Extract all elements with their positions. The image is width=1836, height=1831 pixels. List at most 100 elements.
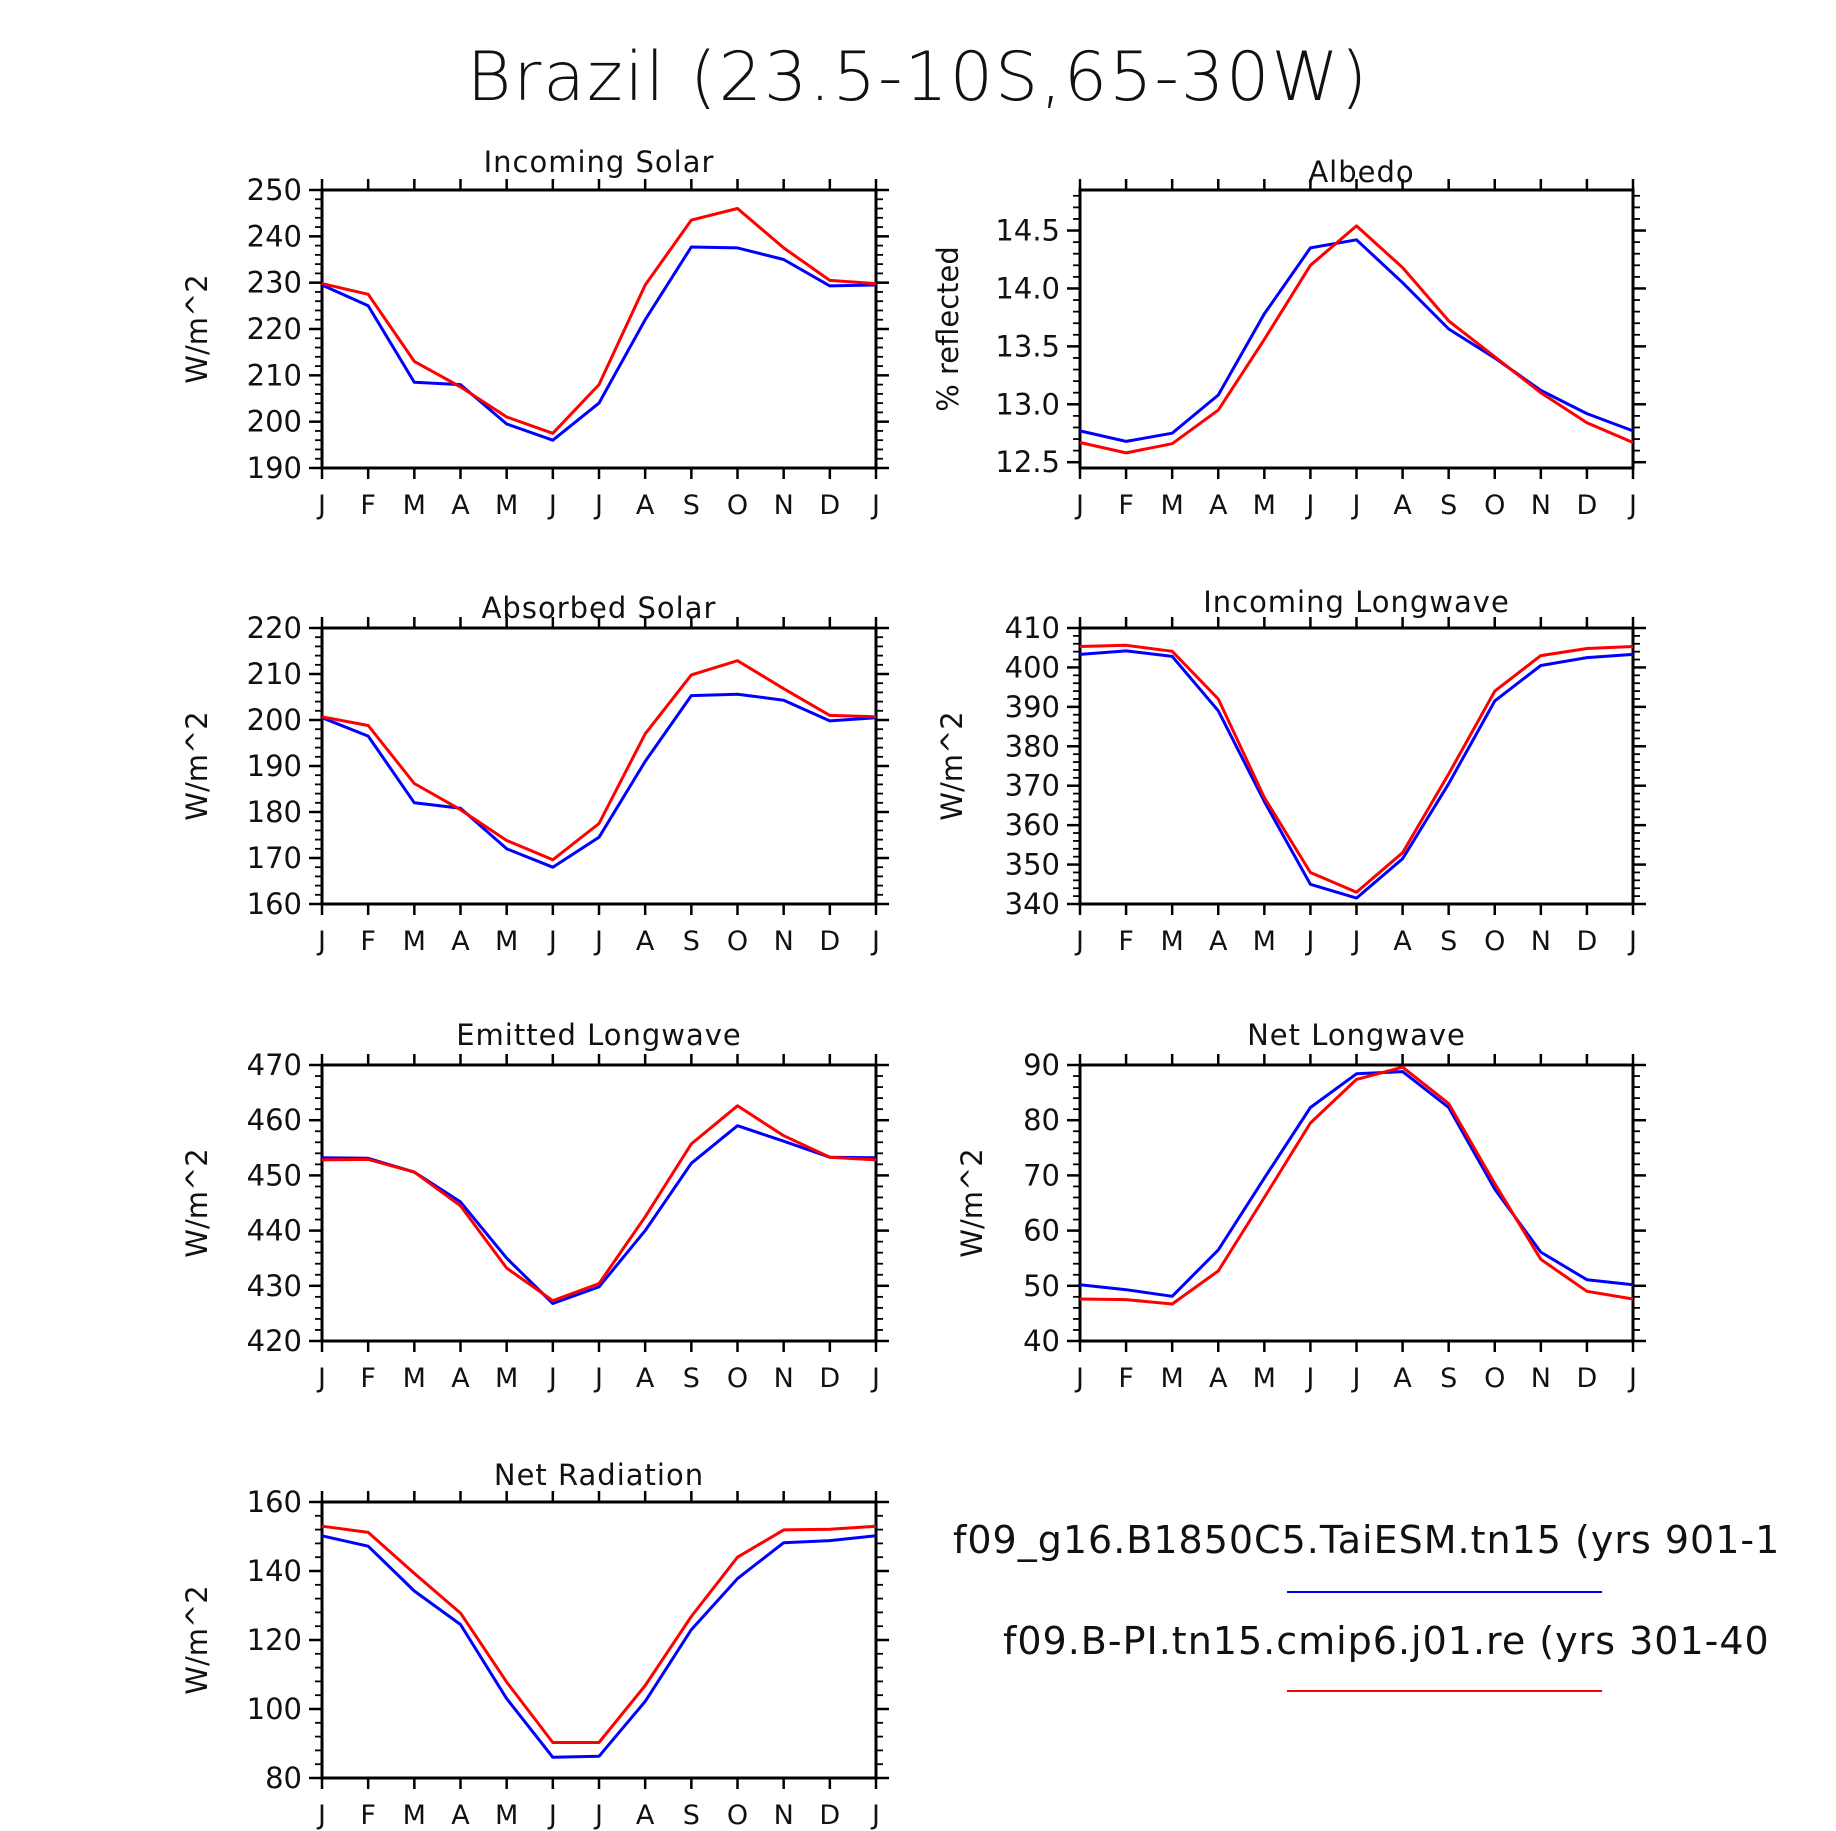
series-line-case2 xyxy=(321,207,877,435)
x-tick-label: J xyxy=(316,490,326,521)
y-tick-label: 200 xyxy=(247,703,302,737)
y-tick-label: 220 xyxy=(247,312,302,346)
series-line-case1 xyxy=(1079,1070,1634,1298)
x-tick-label: F xyxy=(360,490,376,521)
y-tick-label: 13.5 xyxy=(995,329,1060,363)
x-tick-label: M xyxy=(403,1800,426,1831)
plot-frame xyxy=(320,1063,878,1343)
y-tick-label: 430 xyxy=(247,1269,302,1303)
page-title: Brazil (23.5-10S,65-30W) xyxy=(466,38,1370,117)
x-tick-label: S xyxy=(683,1363,700,1394)
x-tick-label: J xyxy=(870,1800,880,1831)
series-line-case2 xyxy=(1079,224,1634,455)
x-tick-label: M xyxy=(495,490,518,521)
x-tick-label: M xyxy=(495,926,518,957)
y-axis-label: W/m^2 xyxy=(180,711,214,820)
x-tick-label: O xyxy=(727,1800,748,1831)
x-tick-label: S xyxy=(683,1800,700,1831)
y-tick-label: 60 xyxy=(1023,1214,1060,1248)
x-tick-label: J xyxy=(593,926,603,957)
x-tick-label: A xyxy=(636,490,655,521)
x-tick-label: M xyxy=(1253,490,1276,521)
y-tick-label: 250 xyxy=(247,173,302,207)
y-tick-label: 80 xyxy=(265,1761,302,1795)
x-tick-label: J xyxy=(1304,490,1314,521)
y-tick-label: 350 xyxy=(1005,848,1060,882)
y-tick-label: 340 xyxy=(1005,887,1060,921)
y-tick-label: 180 xyxy=(247,795,302,829)
series-line-case1 xyxy=(321,245,877,442)
y-axis-label: % reflected xyxy=(931,246,965,412)
y-axis-label: W/m^2 xyxy=(180,1585,214,1694)
x-tick-label: J xyxy=(1627,926,1637,957)
x-tick-label: O xyxy=(1484,1363,1505,1394)
series-line-case1 xyxy=(321,1124,877,1305)
x-tick-label: N xyxy=(1531,1363,1551,1394)
x-tick-label: M xyxy=(495,1363,518,1394)
y-tick-label: 360 xyxy=(1005,808,1060,842)
x-tick-label: A xyxy=(1393,1363,1412,1394)
x-tick-label: F xyxy=(1118,1363,1134,1394)
x-tick-label: A xyxy=(636,1800,655,1831)
panel-title: Net Radiation xyxy=(494,1458,704,1492)
x-tick-label: M xyxy=(403,1363,426,1394)
x-tick-label: F xyxy=(1118,926,1134,957)
y-tick-label: 170 xyxy=(247,841,302,875)
x-tick-label: J xyxy=(316,1363,326,1394)
x-tick-label: A xyxy=(636,1363,655,1394)
y-tick-label: 80 xyxy=(1023,1103,1060,1137)
y-tick-label: 420 xyxy=(247,1324,302,1358)
legend-line-case2 xyxy=(1287,1690,1602,1692)
x-tick-label: J xyxy=(593,1363,603,1394)
y-tick-label: 140 xyxy=(247,1554,302,1588)
series-line-case1 xyxy=(321,1534,877,1759)
y-tick-label: 14.5 xyxy=(995,214,1060,248)
series-line-case1 xyxy=(1079,649,1634,900)
x-tick-label: A xyxy=(451,1363,470,1394)
panel-title: Albedo xyxy=(1308,155,1414,189)
x-tick-label: F xyxy=(360,1363,376,1394)
y-tick-label: 370 xyxy=(1005,769,1060,803)
series-line-case2 xyxy=(1079,643,1634,894)
legend-label-case2: f09.B-PI.tn15.cmip6.j01.re (yrs 301-40 xyxy=(1003,1619,1770,1663)
y-tick-label: 210 xyxy=(247,358,302,392)
x-tick-label: N xyxy=(1531,926,1551,957)
x-tick-label: J xyxy=(593,490,603,521)
y-tick-label: 220 xyxy=(247,611,302,645)
x-tick-label: J xyxy=(1074,1363,1084,1394)
x-tick-label: N xyxy=(774,1363,794,1394)
x-tick-label: M xyxy=(1161,490,1184,521)
y-tick-label: 390 xyxy=(1005,690,1060,724)
x-tick-label: J xyxy=(1627,1363,1637,1394)
x-tick-label: D xyxy=(1577,490,1598,521)
x-tick-label: J xyxy=(547,926,557,957)
x-tick-label: J xyxy=(547,490,557,521)
x-tick-label: M xyxy=(403,490,426,521)
x-tick-label: F xyxy=(1118,490,1134,521)
x-tick-label: A xyxy=(451,926,470,957)
x-tick-label: O xyxy=(727,1363,748,1394)
series-line-case1 xyxy=(321,692,877,869)
x-tick-label: J xyxy=(593,1800,603,1831)
y-axis-label: W/m^2 xyxy=(180,1148,214,1257)
series-line-case1 xyxy=(1079,238,1634,443)
series-line-case2 xyxy=(321,1524,877,1744)
x-tick-label: N xyxy=(1531,490,1551,521)
x-tick-label: M xyxy=(495,1800,518,1831)
x-tick-label: J xyxy=(870,926,880,957)
x-tick-label: D xyxy=(819,1363,840,1394)
y-tick-label: 160 xyxy=(247,1485,302,1519)
panel-title: Absorbed Solar xyxy=(482,591,717,625)
y-tick-label: 400 xyxy=(1005,650,1060,684)
x-tick-label: N xyxy=(774,490,794,521)
y-tick-label: 120 xyxy=(247,1623,302,1657)
x-tick-label: M xyxy=(1161,1363,1184,1394)
y-tick-label: 200 xyxy=(247,405,302,439)
x-tick-label: O xyxy=(727,490,748,521)
y-tick-label: 160 xyxy=(247,887,302,921)
y-tick-label: 380 xyxy=(1005,729,1060,763)
x-tick-label: D xyxy=(819,490,840,521)
y-axis-label: W/m^2 xyxy=(955,1148,989,1257)
x-tick-label: F xyxy=(360,1800,376,1831)
y-tick-label: 470 xyxy=(247,1048,302,1082)
